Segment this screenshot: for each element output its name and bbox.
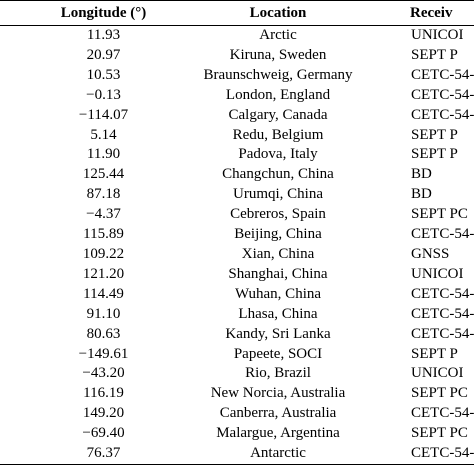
location-cell: Kandy, Sri Lanka (225, 325, 331, 342)
table-row: 76.37 Antarctic CETC-54- (0, 444, 474, 465)
location-cell: Beijing, China (234, 226, 322, 243)
table-row: 87.18 Urumqi, China BD (0, 185, 474, 205)
longitude-cell: 11.93 (86, 27, 121, 43)
header-row: Longitude (°) Location Receiv (0, 0, 474, 26)
table-row: 5.14 Redu, Belgium SEPT P (0, 126, 474, 146)
table-row: −149.61 Papeete, SOCI SEPT P (0, 345, 474, 365)
table-row: 20.97 Kiruna, Sweden SEPT P (0, 46, 474, 66)
location-cell: Xian, China (241, 245, 315, 262)
longitude-cell: 87.18 (86, 186, 121, 203)
longitude-cell: 80.63 (86, 325, 121, 342)
table-row: 125.44 Changchun, China BD (0, 165, 474, 185)
receiver-cell: SEPT P (411, 345, 458, 362)
location-cell: Lhasa, China (238, 305, 318, 322)
table-row: 91.10 Lhasa, China CETC-54- (0, 305, 474, 325)
location-cell: Kiruna, Sweden (229, 46, 327, 63)
receiver-cell: UNICOI (411, 265, 464, 282)
longitude-cell: −4.37 (86, 206, 121, 223)
receiver-cell: CETC-54- (411, 66, 474, 83)
longitude-cell: 11.90 (86, 146, 121, 163)
table-row: 121.20 Shanghai, China UNICOI (0, 265, 474, 285)
receiver-cell: BD (411, 186, 432, 203)
receiver-cell: SEPT P (411, 126, 458, 143)
location-cell: Changchun, China (222, 166, 334, 183)
location-cell: London, England (225, 86, 331, 103)
longitude-cell: 121.20 (82, 265, 125, 282)
longitude-cell: 109.22 (82, 245, 125, 262)
location-cell: Calgary, Canada (228, 106, 328, 123)
receiver-cell: CETC-54- (411, 226, 474, 243)
table-row: 115.89 Beijing, China CETC-54- (0, 225, 474, 245)
longitude-cell: −149.61 (78, 345, 129, 362)
receiver-cell: CETC-54- (411, 305, 474, 322)
table-row: −114.07 Calgary, Canada CETC-54- (0, 106, 474, 126)
receiver-cell: CETC-54- (411, 285, 474, 302)
location-cell: Shanghai, China (228, 265, 328, 282)
longitude-cell: 115.89 (83, 226, 124, 243)
table-body: 11.93 Arctic UNICOI 20.97 Kiruna, Sweden SEPT… (0, 26, 474, 465)
receiver-cell: SEPT PC (411, 206, 468, 223)
table-row: 80.63 Kandy, Sri Lanka CETC-54- (0, 325, 474, 345)
receiver-cell: UNICOI (411, 365, 464, 382)
location-cell: Rio, Brazil (245, 365, 311, 382)
longitude-cell: 20.97 (86, 46, 121, 63)
receiver-cell: UNICOI (411, 27, 464, 43)
longitude-cell: −69.40 (82, 425, 125, 442)
receiver-cell: CETC-54- (365, 444, 474, 465)
longitude-cell: −43.20 (82, 365, 125, 382)
table-header: Longitude (°) Location Receiv (0, 0, 474, 26)
receiver-cell: CETC-54- (411, 86, 474, 103)
receiver-cell: SEPT P (411, 46, 458, 63)
longitude-cell: 114.49 (83, 285, 124, 302)
longitude-cell: 91.10 (86, 305, 121, 322)
longitude-cell: 125.44 (82, 166, 125, 183)
location-header: Location (185, 0, 365, 26)
receiver-cell: CETC-54- (411, 325, 474, 342)
location-cell: Arctic (259, 27, 297, 43)
table-row: −69.40 Malargue, Argentina SEPT PC (0, 424, 474, 444)
longitude-cell: −0.13 (86, 86, 121, 103)
table-row: 109.22 Xian, China GNSS (0, 245, 474, 265)
location-cell: Canberra, Australia (219, 405, 337, 422)
table-row: −43.20 Rio, Brazil UNICOI (0, 364, 474, 384)
table-row: 11.93 Arctic UNICOI (0, 26, 474, 46)
location-cell: Wuhan, China (234, 285, 322, 302)
location-cell: Cebreros, Spain (230, 206, 326, 223)
location-cell: Padova, Italy (238, 146, 318, 163)
table-row: 114.49 Wuhan, China CETC-54- (0, 285, 474, 305)
receiver-cell: SEPT P (411, 146, 458, 163)
longitude-header: Longitude (°) (0, 0, 185, 26)
location-cell: New Norcia, Australia (210, 385, 346, 402)
receiver-cell: GNSS (411, 245, 450, 262)
location-cell: Urumqi, China (233, 186, 323, 203)
longitude-cell: 5.14 (90, 126, 117, 143)
location-cell: Braunschweig, Germany (203, 66, 353, 83)
receiver-cell: SEPT PC (411, 385, 468, 402)
location-cell: Antarctic (185, 444, 365, 465)
table-row: 10.53 Braunschweig, Germany CETC-54- (0, 66, 474, 86)
receiver-cell: CETC-54- (411, 405, 474, 422)
location-cell: Papeete, SOCI (233, 345, 323, 362)
table-row: 116.19 New Norcia, Australia SEPT PC (0, 384, 474, 404)
receiver-cell: BD (411, 166, 432, 183)
location-cell: Redu, Belgium (232, 126, 324, 143)
table-row: 149.20 Canberra, Australia CETC-54- (0, 404, 474, 424)
receiver-cell: SEPT PC (411, 425, 468, 442)
longitude-cell: 10.53 (86, 66, 121, 83)
receiver-cell: CETC-54- (411, 106, 474, 123)
longitude-cell: −114.07 (78, 106, 129, 123)
table-row: 11.90 Padova, Italy SEPT P (0, 145, 474, 165)
longitude-cell: 76.37 (0, 444, 185, 465)
table-row: −4.37 Cebreros, Spain SEPT PC (0, 205, 474, 225)
receiver-header: Receiv (365, 0, 474, 26)
location-cell: Malargue, Argentina (216, 425, 340, 442)
longitude-cell: 149.20 (82, 405, 125, 422)
longitude-cell: 116.19 (83, 385, 124, 402)
table-row: −0.13 London, England CETC-54- (0, 86, 474, 106)
